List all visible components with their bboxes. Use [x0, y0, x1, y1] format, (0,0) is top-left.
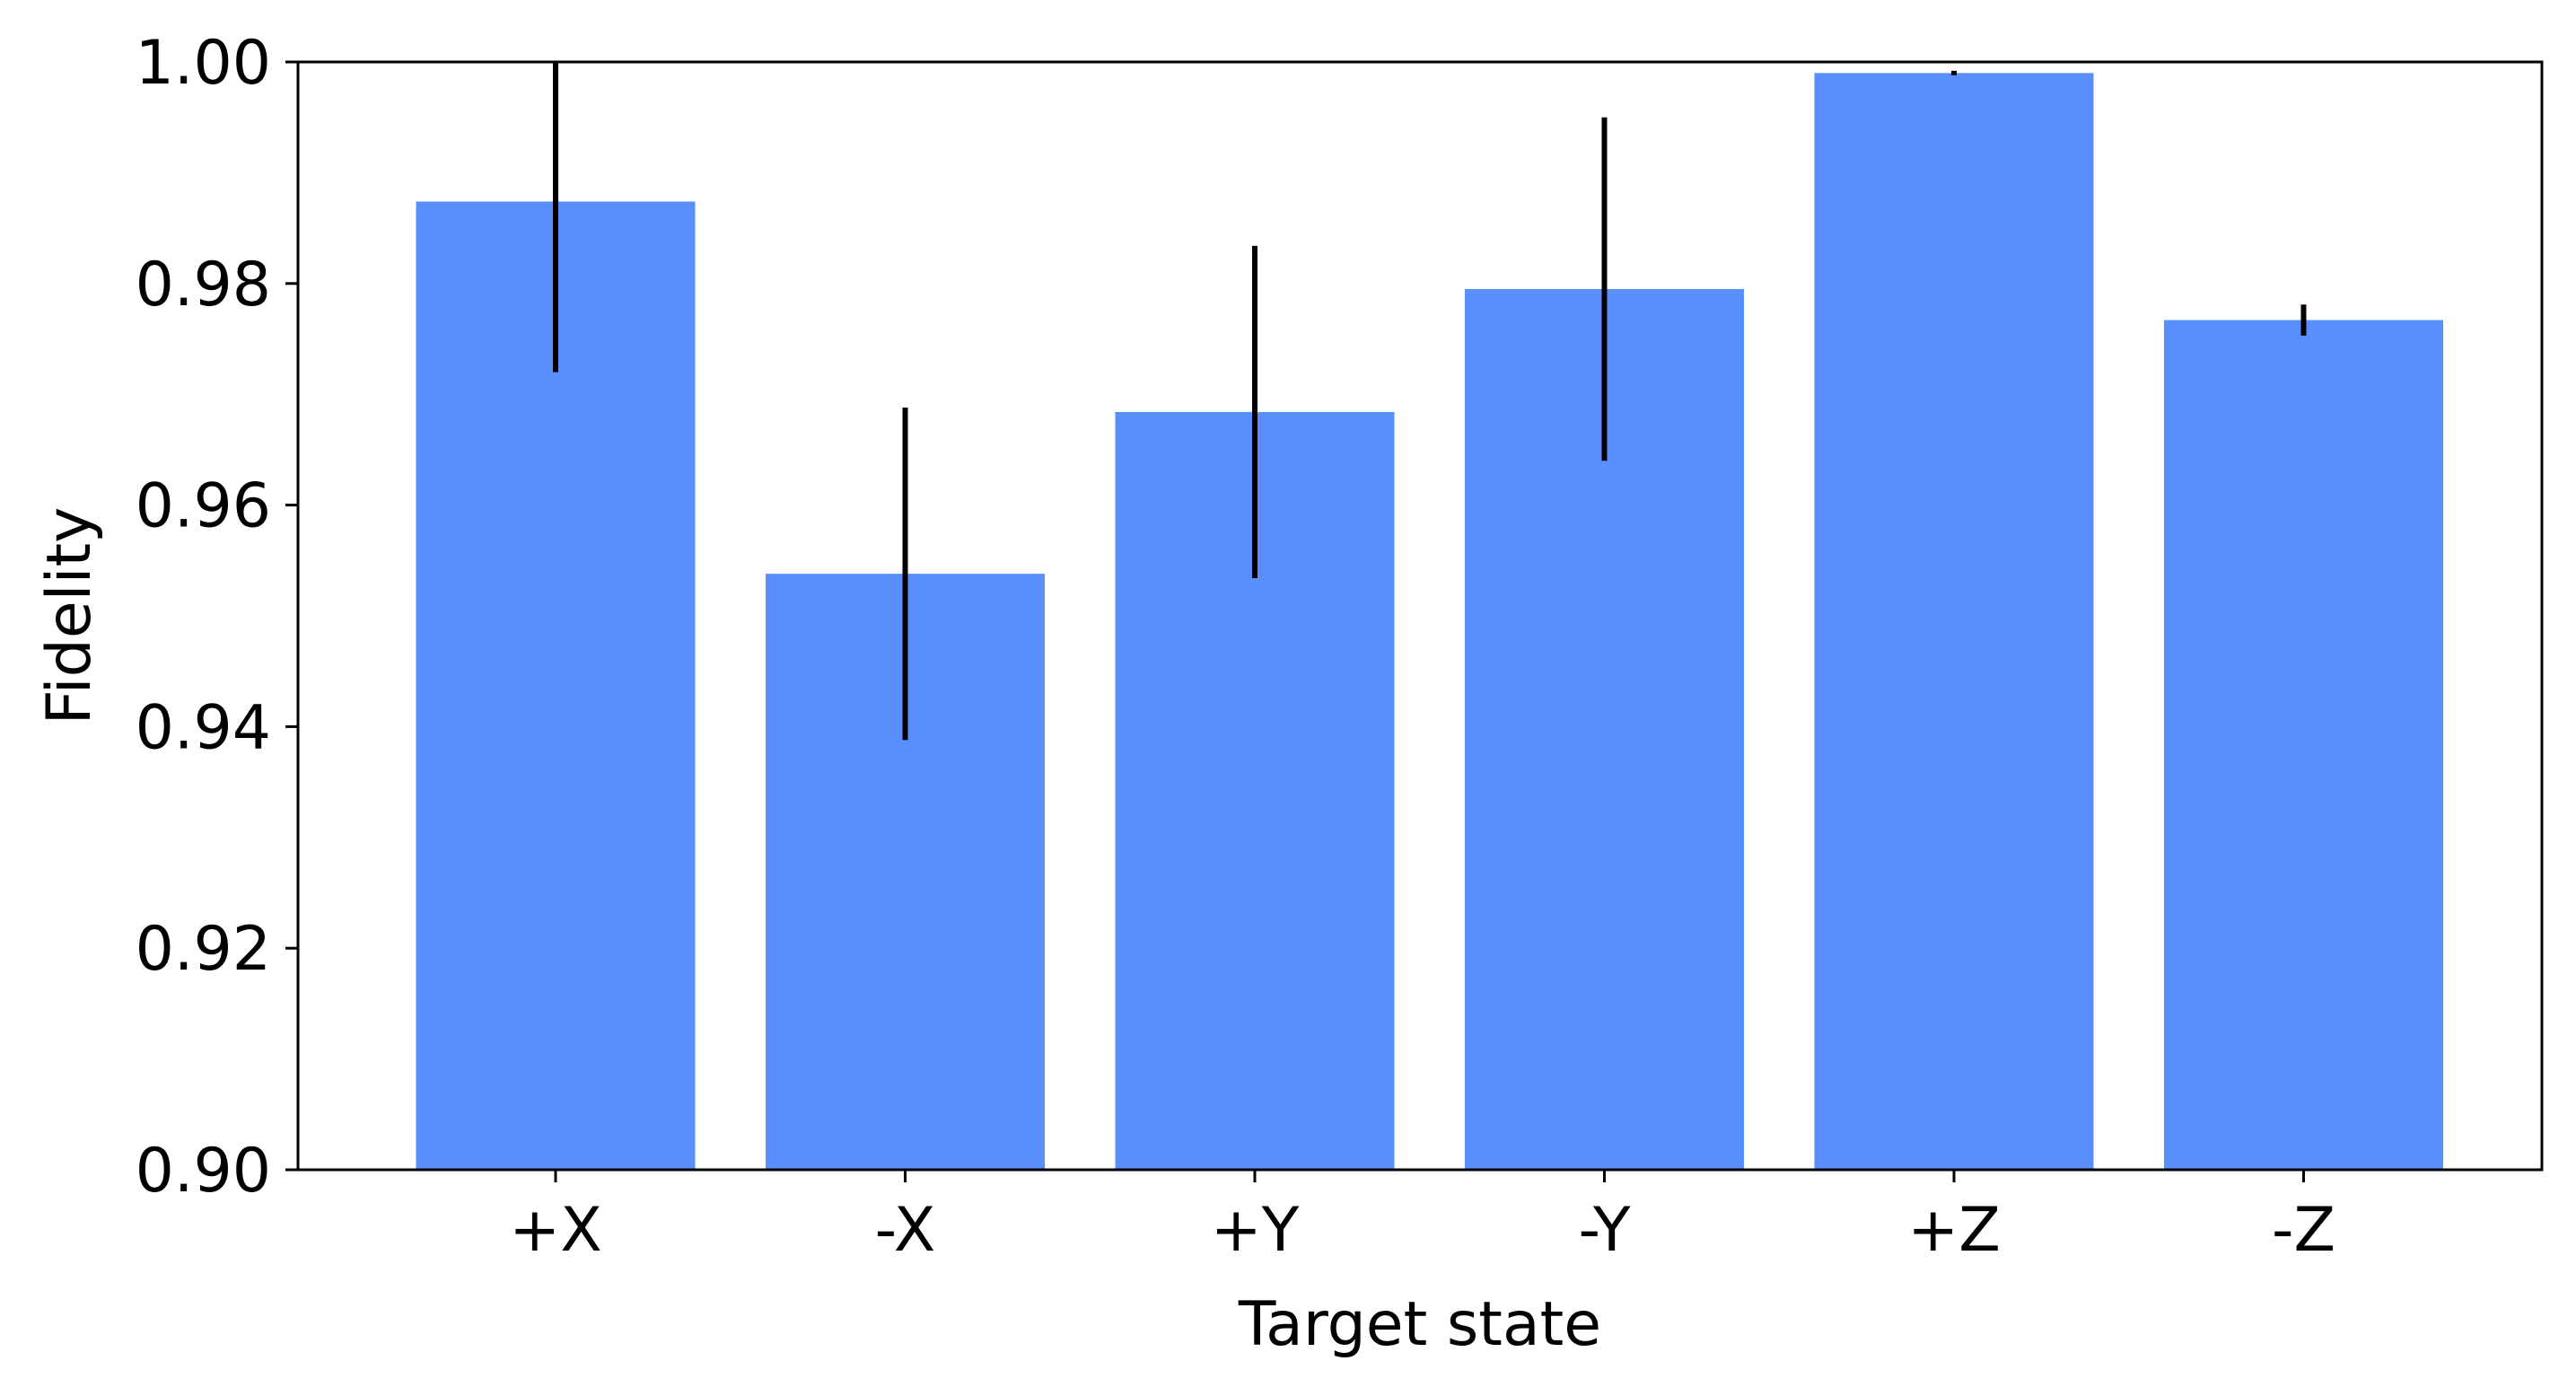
y-tick-label: 0.98 — [136, 250, 271, 320]
x-tick-label: +Y — [1211, 1195, 1300, 1266]
bar--Z — [2164, 320, 2443, 1171]
error-bars-group — [553, 62, 2307, 741]
x-tick-label: -Z — [2272, 1195, 2335, 1266]
y-tick-label: 0.94 — [136, 692, 271, 763]
x-tick-label: -X — [875, 1195, 936, 1266]
y-tick-label: 1.00 — [136, 28, 271, 99]
y-tick-label: 0.92 — [136, 914, 271, 985]
plot-frame — [296, 60, 2544, 1172]
y-tick-label: 0.96 — [136, 471, 271, 542]
x-tick-label: +X — [509, 1195, 602, 1266]
x-axis-label: Target state — [1238, 1289, 1601, 1360]
bar-+Z — [1814, 73, 2094, 1171]
bars-group — [416, 73, 2443, 1171]
x-tick-label: +Z — [1907, 1195, 2001, 1266]
y-axis: 0.90 0.92 0.94 0.96 0.98 1.00 — [136, 28, 298, 1207]
y-tick-label: 0.90 — [136, 1136, 271, 1207]
x-axis: +X -X +Y -Y +Z -Z — [509, 1170, 2335, 1266]
y-axis-label: Fidelity — [34, 507, 105, 725]
x-tick-label: -Y — [1578, 1195, 1630, 1266]
